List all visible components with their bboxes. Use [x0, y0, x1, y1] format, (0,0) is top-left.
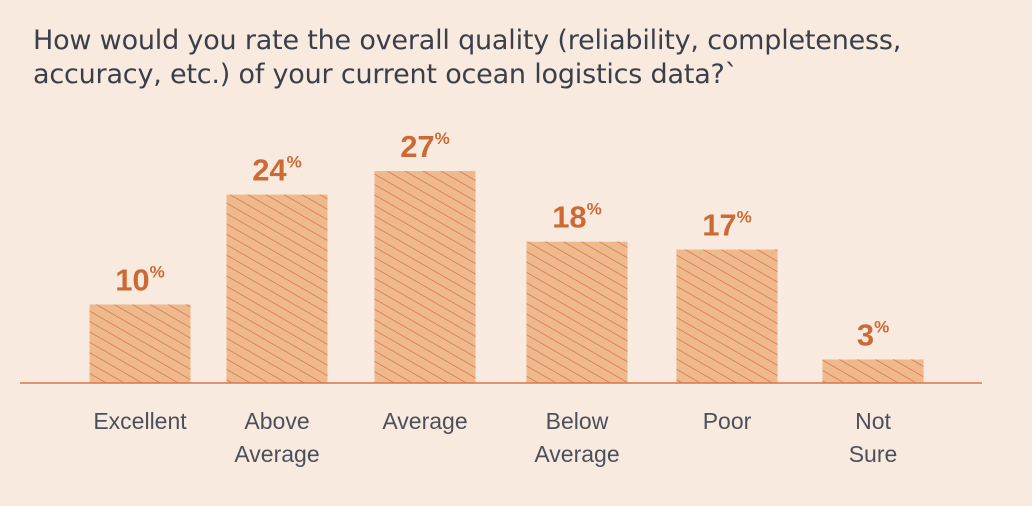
category-line: Not — [855, 408, 891, 434]
value-number: 24 — [252, 153, 287, 188]
category-label-4: Poor — [703, 408, 752, 434]
category-line: Sure — [849, 441, 898, 467]
value-number: 18 — [552, 200, 586, 235]
bar-hatch-4 — [676, 249, 778, 383]
category-line: Average — [234, 441, 319, 467]
category-line: Below — [546, 408, 609, 434]
bar-hatch-5 — [822, 359, 924, 383]
bar-hatch-3 — [526, 241, 628, 383]
chart-title: How would you rate the overall quality (… — [33, 25, 902, 90]
category-label-2: Average — [382, 408, 467, 434]
bar-hatch-2 — [374, 171, 476, 383]
value-unit: % — [150, 263, 165, 282]
value-unit: % — [587, 200, 602, 219]
category-label-0: Excellent — [93, 408, 187, 434]
value-label-5: 3% — [857, 317, 889, 352]
category-label-5: Not Sure — [849, 408, 898, 467]
category-line: Average — [534, 441, 619, 467]
value-number: 27 — [400, 129, 434, 164]
bar-hatch-0 — [89, 304, 191, 383]
value-unit: % — [874, 317, 889, 336]
value-unit: % — [287, 153, 302, 172]
bars-group — [89, 171, 924, 383]
category-line: Excellent — [93, 408, 187, 434]
value-label-0: 10% — [115, 263, 165, 298]
value-number: 10 — [115, 263, 149, 298]
category-line: Above — [244, 408, 309, 434]
value-unit: % — [435, 129, 450, 148]
category-label-1: Above Average — [234, 408, 319, 467]
value-label-4: 17% — [702, 208, 752, 243]
category-line: Poor — [703, 408, 752, 434]
value-number: 17 — [702, 208, 736, 243]
value-unit: % — [737, 208, 752, 227]
category-label-3: Below Average — [534, 408, 619, 467]
value-label-3: 18% — [552, 200, 602, 235]
value-number: 3 — [857, 317, 874, 352]
category-labels-group: Excellent Above Average Average Below Average… — [93, 408, 897, 467]
value-labels-group: 10%24% 27%18% 17%3% — [115, 129, 889, 352]
value-label-2: 27% — [400, 129, 450, 164]
bar-hatch-1 — [226, 194, 328, 383]
category-line: Average — [382, 408, 467, 434]
value-label-1: 24% — [252, 153, 302, 188]
